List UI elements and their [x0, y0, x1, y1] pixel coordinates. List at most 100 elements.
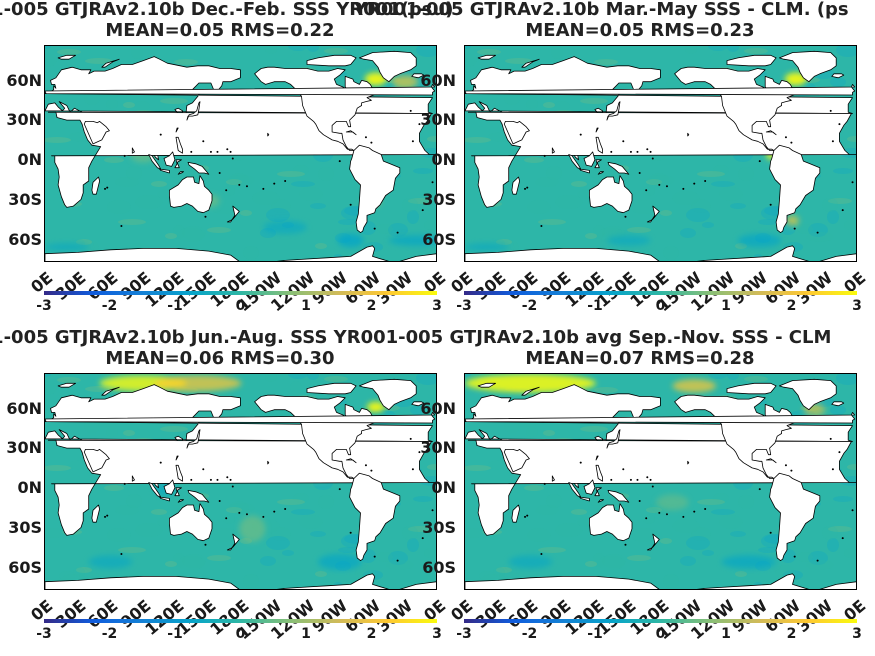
- colorbar-tick-label: 3: [852, 626, 862, 642]
- land-iceland: [411, 73, 425, 79]
- island-dot: [338, 160, 341, 163]
- ocean-texture: [229, 173, 249, 187]
- ocean-texture: [551, 46, 563, 59]
- ocean-texture: [45, 528, 64, 538]
- island-dot: [370, 469, 373, 472]
- ocean-texture: [168, 164, 184, 178]
- island-dot: [790, 141, 793, 144]
- island-dot: [202, 468, 205, 471]
- lat-tick-label: 30N: [420, 438, 456, 458]
- island-dot: [225, 517, 228, 520]
- island-dot: [649, 150, 652, 153]
- ocean-texture: [680, 556, 696, 566]
- lat-tick-label: 30S: [8, 517, 42, 537]
- island-dot: [204, 543, 207, 546]
- island-dot: [123, 482, 126, 485]
- island-dot: [622, 140, 625, 143]
- ocean-texture: [465, 137, 491, 143]
- island-dot: [218, 500, 221, 503]
- island-dot: [629, 478, 632, 481]
- ocean-texture: [646, 507, 662, 513]
- land-antarctica: [45, 575, 240, 589]
- island-dot: [758, 160, 761, 163]
- ocean-texture: [416, 46, 436, 57]
- ocean-texture: [252, 191, 280, 205]
- lon-tick-label: 90W: [728, 268, 771, 309]
- ocean-texture: [685, 46, 697, 54]
- land-philippines: [595, 464, 603, 482]
- land-greenland: [778, 50, 837, 83]
- anomaly-patch: [656, 494, 689, 511]
- ocean-texture: [660, 210, 672, 216]
- island-dot: [629, 150, 632, 153]
- lon-tick-label: 60W: [760, 596, 804, 637]
- ocean-texture: [243, 246, 259, 260]
- island-dot: [645, 517, 648, 520]
- ocean-texture: [413, 168, 433, 174]
- island-dot: [120, 224, 123, 227]
- land-antarctica: [45, 247, 240, 261]
- island-dot: [543, 482, 546, 485]
- panel-stats: MEAN=0.06 RMS=0.30: [105, 348, 335, 369]
- land-australia: [589, 175, 633, 214]
- ocean-texture: [288, 46, 308, 51]
- ocean-texture: [315, 571, 327, 577]
- ocean-texture: [479, 571, 495, 581]
- ocean-texture: [408, 526, 432, 532]
- lon-tick-label: 90W: [308, 596, 351, 637]
- land-borneo: [583, 151, 596, 167]
- ocean-texture: [177, 228, 205, 242]
- land-madagascar: [511, 176, 520, 195]
- island-dot: [682, 187, 685, 190]
- island-dot: [262, 515, 265, 518]
- land-arabia-fill: [83, 121, 110, 145]
- ocean-texture: [546, 494, 562, 508]
- ocean-texture: [135, 523, 163, 537]
- island-dot: [245, 185, 248, 188]
- ocean-texture: [338, 547, 358, 553]
- ocean-texture: [299, 515, 323, 529]
- ocean-texture: [571, 181, 587, 187]
- land-greenland: [358, 50, 417, 83]
- ocean-texture: [115, 505, 139, 515]
- ocean-texture: [808, 223, 828, 237]
- anomaly-patch: [337, 233, 364, 248]
- ocean-texture: [165, 233, 177, 239]
- colorbar-tick-label: -2: [101, 298, 118, 314]
- ocean-texture: [526, 99, 538, 109]
- ocean-texture: [758, 547, 778, 553]
- ocean-texture: [104, 157, 124, 163]
- colorbar-tick-label: -3: [36, 626, 52, 642]
- ocean-texture: [588, 164, 604, 178]
- island-dot: [851, 509, 854, 512]
- ocean-texture: [104, 485, 124, 491]
- ocean-texture: [126, 494, 142, 508]
- ocean-texture: [377, 552, 393, 562]
- ocean-texture: [131, 46, 143, 59]
- ocean-texture: [719, 187, 743, 201]
- land-arabia-fill: [83, 449, 110, 473]
- ocean-texture: [836, 374, 856, 385]
- ocean-texture: [240, 210, 252, 216]
- island-dot: [610, 478, 613, 481]
- ocean-texture: [107, 200, 131, 214]
- ocean-texture: [708, 46, 728, 51]
- ocean-texture: [165, 561, 177, 567]
- island-dot: [829, 109, 832, 112]
- lat-tick-label: 30S: [422, 189, 456, 209]
- lat-tick-label: 60S: [8, 557, 42, 577]
- ocean-texture: [847, 136, 856, 142]
- ocean-texture: [45, 46, 51, 49]
- sss-anomaly-map: [44, 45, 437, 262]
- land-new-zealand: [646, 205, 660, 223]
- ocean-texture: [318, 167, 334, 181]
- ocean-texture: [182, 554, 206, 568]
- ocean-texture: [535, 177, 559, 187]
- ocean-texture: [73, 567, 85, 577]
- ocean-texture: [711, 509, 735, 515]
- lat-tick-label: 0N: [431, 150, 456, 170]
- island-dot: [693, 510, 696, 513]
- lat-tick-label: 60S: [422, 557, 456, 577]
- island-dot: [216, 150, 219, 153]
- land-svalbard: [57, 382, 77, 388]
